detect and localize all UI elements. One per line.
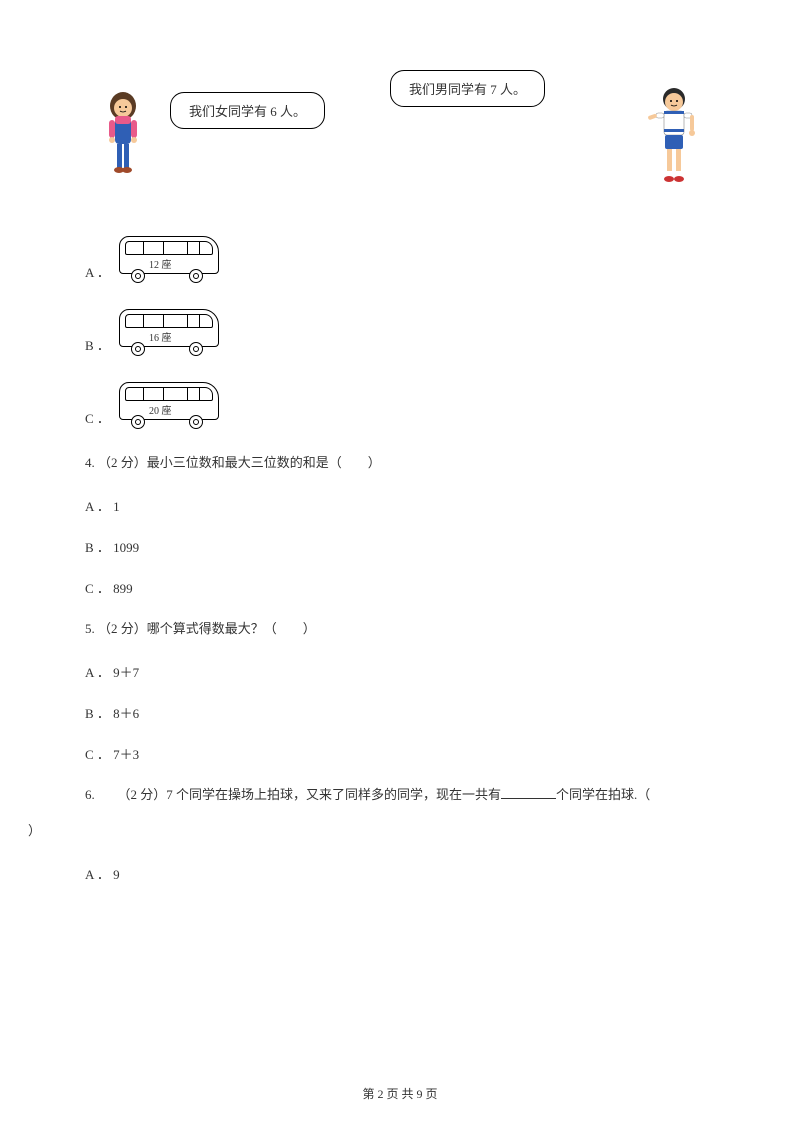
page-footer: 第 2 页 共 9 页 bbox=[0, 1085, 800, 1102]
q6-suffix: 个同学在拍球.（ bbox=[556, 787, 663, 802]
girl-speech-bubble: 我们女同学有 6 人。 bbox=[170, 92, 325, 129]
girl-figure bbox=[95, 90, 155, 180]
option-c-label: C ． bbox=[85, 408, 115, 431]
dialog-row: 我们女同学有 6 人。 我们男同学有 7 人。 bbox=[85, 70, 715, 210]
q5-option-a: A ． 9＋7 bbox=[85, 662, 715, 681]
girl-speech-text: 我们女同学有 6 人。 bbox=[189, 104, 306, 119]
option-a-label: A ． bbox=[85, 262, 115, 285]
bus-seat-text: 20 座 bbox=[149, 402, 172, 417]
question-6: 6. （2 分）7 个同学在操场上拍球，又来了同样多的同学，现在一共有 个同学在拍… bbox=[85, 785, 715, 806]
option-b-row: B ． 16 座 bbox=[85, 303, 715, 358]
q5-option-c: C ． 7＋3 bbox=[85, 744, 715, 763]
q5-option-b: B ． 8＋6 bbox=[85, 703, 715, 722]
bus-seat-text: 16 座 bbox=[149, 329, 172, 344]
boy-speech-bubble: 我们男同学有 7 人。 bbox=[390, 70, 545, 107]
boy-speech-text: 我们男同学有 7 人。 bbox=[409, 82, 526, 97]
q4-option-b: B ． 1099 bbox=[85, 537, 715, 556]
question-5: 5. （2 分）哪个算式得数最大？（ ） bbox=[85, 619, 715, 640]
option-c-row: C ． 20 座 bbox=[85, 376, 715, 431]
option-a-row: A ． 12 座 bbox=[85, 230, 715, 285]
bus-icon: 20 座 bbox=[115, 376, 225, 431]
q4-option-c: C ． 899 bbox=[85, 578, 715, 597]
bus-icon: 16 座 bbox=[115, 303, 225, 358]
q6-prefix: 6. （2 分）7 个同学在操场上拍球，又来了同样多的同学，现在一共有 bbox=[85, 787, 501, 802]
option-b-label: B ． bbox=[85, 335, 115, 358]
q4-option-a: A ． 1 bbox=[85, 496, 715, 515]
blank-line bbox=[501, 787, 556, 799]
bus-icon: 12 座 bbox=[115, 230, 225, 285]
question-4: 4. （2 分）最小三位数和最大三位数的和是（ ） bbox=[85, 453, 715, 474]
q6-option-a: A ． 9 bbox=[85, 864, 715, 883]
q6-close: ） bbox=[15, 821, 715, 842]
bus-seat-text: 12 座 bbox=[149, 256, 172, 271]
boy-figure bbox=[640, 85, 705, 195]
